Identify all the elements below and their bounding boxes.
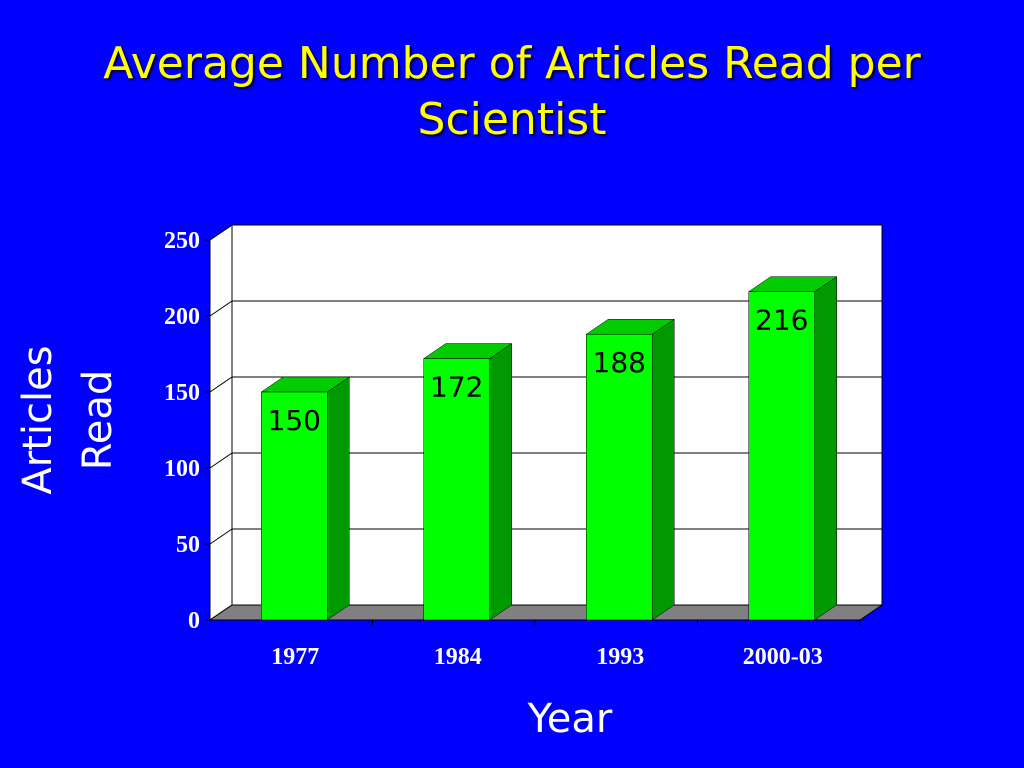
gridline-side	[209, 224, 233, 241]
bar	[261, 391, 328, 621]
data-label: 188	[593, 346, 646, 379]
bar-side	[489, 343, 512, 621]
plot-side-wall	[209, 224, 233, 621]
slide-title: Average Number of Articles Read per Scie…	[62, 36, 962, 148]
bar	[586, 333, 653, 621]
gridline-side	[209, 376, 233, 393]
slide-title-line-1: Average Number of Articles Read per	[103, 38, 921, 89]
x-axis-title: Year	[527, 696, 613, 742]
data-label: 172	[430, 371, 483, 404]
x-tick-label: 1993	[596, 644, 644, 670]
y-tick-label: 0	[188, 608, 200, 634]
bar-side	[814, 276, 837, 621]
y-tick-label: 100	[164, 456, 200, 482]
x-tick-label: 1984	[434, 644, 482, 670]
x-tick-label: 2000-03	[743, 644, 823, 670]
x-tick-label: 1977	[271, 644, 319, 670]
gridline-side	[209, 528, 233, 545]
bar	[423, 358, 490, 621]
bar	[748, 291, 815, 621]
y-tick-label: 150	[164, 380, 200, 406]
y-tick-label: 200	[164, 304, 200, 330]
bar-side	[652, 318, 675, 621]
gridline-side	[209, 300, 233, 317]
bar-side	[327, 376, 350, 621]
y-tick-label: 50	[176, 532, 200, 558]
data-label: 216	[755, 304, 808, 337]
y-tick-label: 250	[164, 228, 200, 254]
data-label: 150	[268, 404, 321, 437]
slide-title-line-2: Scientist	[417, 94, 607, 145]
gridline-side	[209, 452, 233, 469]
